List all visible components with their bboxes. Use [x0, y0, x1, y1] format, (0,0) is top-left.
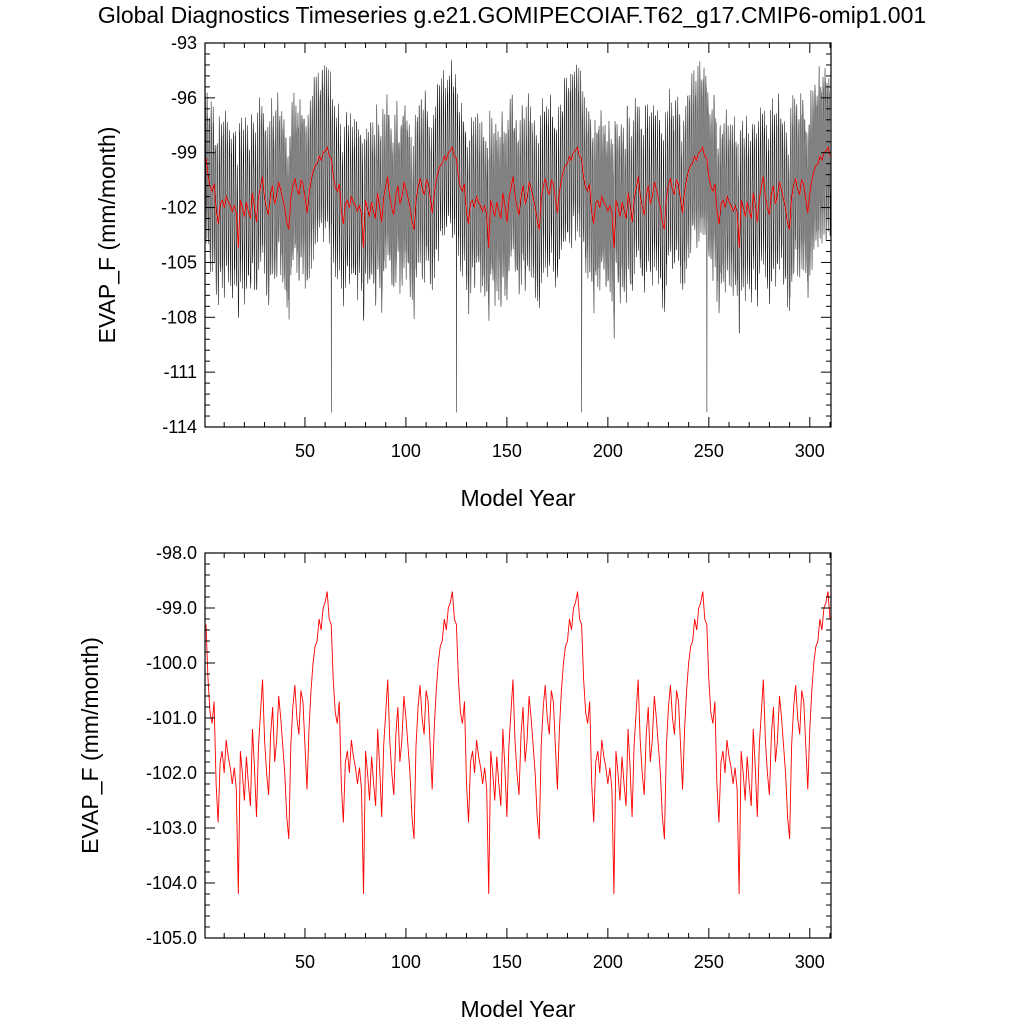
- x-axis-label: Model Year: [460, 996, 575, 1022]
- y-tick-label: -104.0: [146, 873, 197, 893]
- y-tick-label: -100.0: [146, 653, 197, 673]
- y-tick-label: -105: [161, 252, 197, 272]
- y-tick-label: -103.0: [146, 818, 197, 838]
- x-tick-label: 250: [694, 441, 724, 461]
- plot-frame: [204, 552, 832, 939]
- y-tick-label: -114: [162, 417, 197, 437]
- x-axis-label: Model Year: [460, 485, 575, 511]
- y-axis-label: EVAP_F (mm/month): [77, 637, 103, 854]
- x-tick-label: 300: [795, 441, 825, 461]
- x-tick-label: 100: [391, 441, 421, 461]
- y-tick-label: -102.0: [146, 763, 197, 783]
- y-tick-label: -108: [161, 307, 197, 327]
- y-tick-label: -105.0: [146, 928, 197, 948]
- x-tick-label: 250: [694, 952, 724, 972]
- panel-bottom: 50 100 150 200 250 300 -105.0 -104.0 -103.0 -102.…: [77, 543, 832, 1022]
- y-tick-label: -96: [171, 88, 197, 108]
- x-tick-label: 300: [795, 952, 825, 972]
- x-tick-label: 150: [492, 441, 522, 461]
- y-tick-label: -111: [164, 362, 197, 382]
- x-tick-label: 50: [295, 952, 315, 972]
- x-tick-label: 200: [593, 952, 623, 972]
- panel-top: 50 100 150 200 250 300 -114 -111 -108 -105 -102 -99…: [94, 33, 832, 511]
- x-tick-label: 50: [295, 441, 315, 461]
- y-tick-label: -99: [171, 143, 197, 163]
- x-tick-label: 150: [492, 952, 522, 972]
- y-axis-label: EVAP_F (mm/month): [94, 127, 120, 344]
- x-tick-label: 100: [391, 952, 421, 972]
- x-tick-label: 200: [593, 441, 623, 461]
- y-tick-label: -101.0: [146, 708, 197, 728]
- monthly-series-line: [204, 59, 832, 413]
- y-tick-label: -98.0: [156, 543, 197, 563]
- y-tick-label: -99.0: [156, 598, 197, 618]
- plot-frame: [204, 42, 832, 428]
- annual-mean-series-line: [205, 145, 831, 248]
- y-tick-label: -102: [161, 198, 197, 218]
- chart-title: Global Diagnostics Timeseries g.e21.GOMI…: [97, 2, 927, 28]
- annual-mean-series-line: [205, 591, 831, 895]
- y-tick-label: -93: [171, 33, 197, 53]
